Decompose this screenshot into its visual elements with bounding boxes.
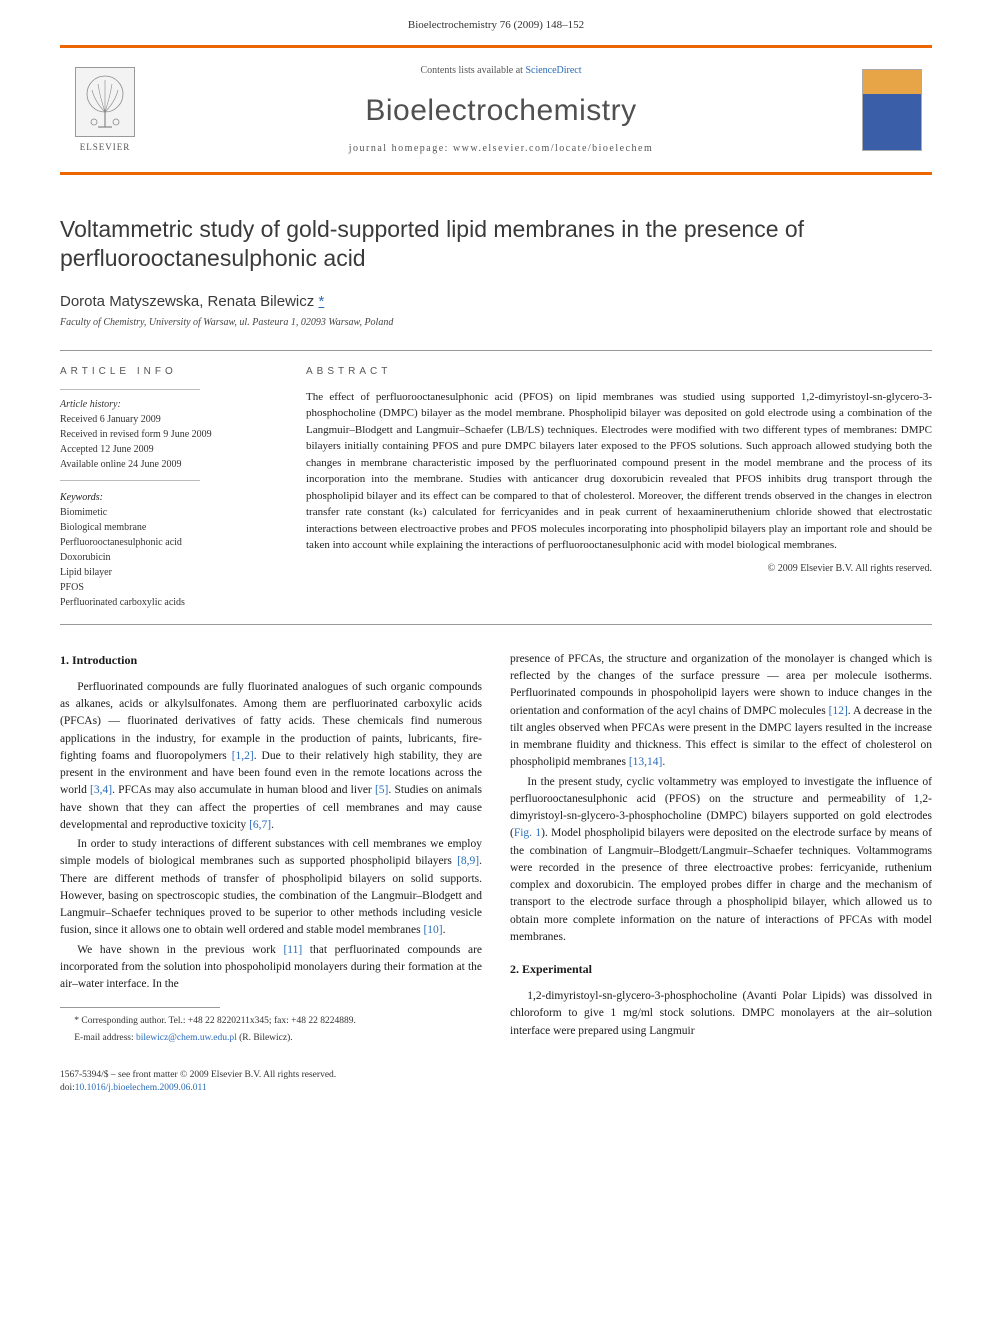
keyword: Biomimetic — [60, 505, 274, 520]
keyword: Biological membrane — [60, 520, 274, 535]
keyword: Perfluorinated carboxylic acids — [60, 595, 274, 610]
keyword: Perfluorooctanesulphonic acid — [60, 535, 274, 550]
front-matter-line: 1567-5394/$ – see front matter © 2009 El… — [60, 1069, 932, 1082]
article-info-column: ARTICLE INFO Article history: Received 6… — [60, 351, 290, 624]
section-heading: 1. Introduction — [60, 651, 482, 669]
keyword: Lipid bilayer — [60, 565, 274, 580]
paragraph: presence of PFCAs, the structure and org… — [510, 651, 932, 772]
journal-title: Bioelectrochemistry — [150, 90, 852, 132]
abstract-copyright: © 2009 Elsevier B.V. All rights reserved… — [306, 562, 932, 576]
running-header: Bioelectrochemistry 76 (2009) 148–152 — [0, 0, 992, 45]
section-heading: 2. Experimental — [510, 960, 932, 978]
history-item: Received 6 January 2009 — [60, 412, 274, 427]
masthead: ELSEVIER Contents lists available at Sci… — [60, 45, 932, 175]
contents-available: Contents lists available at ScienceDirec… — [150, 64, 852, 78]
paragraph: We have shown in the previous work [11] … — [60, 942, 482, 994]
history-item: Accepted 12 June 2009 — [60, 442, 274, 457]
keywords-label: Keywords: — [60, 491, 274, 505]
journal-homepage: journal homepage: www.elsevier.com/locat… — [150, 142, 852, 156]
keyword: PFOS — [60, 580, 274, 595]
email-footnote: E-mail address: bilewicz@chem.uw.edu.pl … — [60, 1031, 482, 1045]
sciencedirect-link[interactable]: ScienceDirect — [525, 65, 581, 76]
footnote-separator — [60, 1007, 220, 1008]
citation-text: Bioelectrochemistry 76 (2009) 148–152 — [408, 19, 584, 31]
article-body: 1. Introduction Perfluorinated compounds… — [60, 651, 932, 1047]
corresponding-marker[interactable]: * — [318, 293, 324, 310]
doi-line: doi:10.1016/j.bioelechem.2009.06.011 — [60, 1082, 932, 1095]
history-label: Article history: — [60, 398, 274, 412]
cover-image-icon — [862, 69, 922, 151]
divider — [60, 389, 200, 390]
author-list: Dorota Matyszewska, Renata Bilewicz * — [60, 291, 932, 312]
publisher-name: ELSEVIER — [80, 141, 131, 154]
corresponding-footnote: * Corresponding author. Tel.: +48 22 822… — [60, 1014, 482, 1028]
abstract-column: ABSTRACT The effect of perfluorooctanesu… — [290, 351, 932, 624]
article-title: Voltammetric study of gold-supported lip… — [60, 215, 932, 273]
paragraph: Perfluorinated compounds are fully fluor… — [60, 679, 482, 834]
journal-cover-thumb — [852, 48, 932, 172]
paragraph: 1,2-dimyristoyl-sn-glycero-3-phosphochol… — [510, 988, 932, 1040]
doi-link[interactable]: 10.1016/j.bioelechem.2009.06.011 — [75, 1083, 207, 1093]
paragraph: In the present study, cyclic voltammetry… — [510, 774, 932, 947]
elsevier-tree-icon — [75, 67, 135, 137]
keyword: Doxorubicin — [60, 550, 274, 565]
abstract-heading: ABSTRACT — [306, 365, 932, 379]
history-item: Available online 24 June 2009 — [60, 457, 274, 472]
divider — [60, 480, 200, 481]
affiliation: Faculty of Chemistry, University of Wars… — [60, 316, 932, 330]
publisher-logo: ELSEVIER — [60, 48, 150, 172]
article-info-heading: ARTICLE INFO — [60, 365, 274, 379]
page-footer: 1567-5394/$ – see front matter © 2009 El… — [60, 1069, 932, 1096]
history-item: Received in revised form 9 June 2009 — [60, 427, 274, 442]
paragraph: In order to study interactions of differ… — [60, 836, 482, 940]
email-link[interactable]: bilewicz@chem.uw.edu.pl — [136, 1033, 237, 1043]
abstract-text: The effect of perfluorooctanesulphonic a… — [306, 389, 932, 554]
